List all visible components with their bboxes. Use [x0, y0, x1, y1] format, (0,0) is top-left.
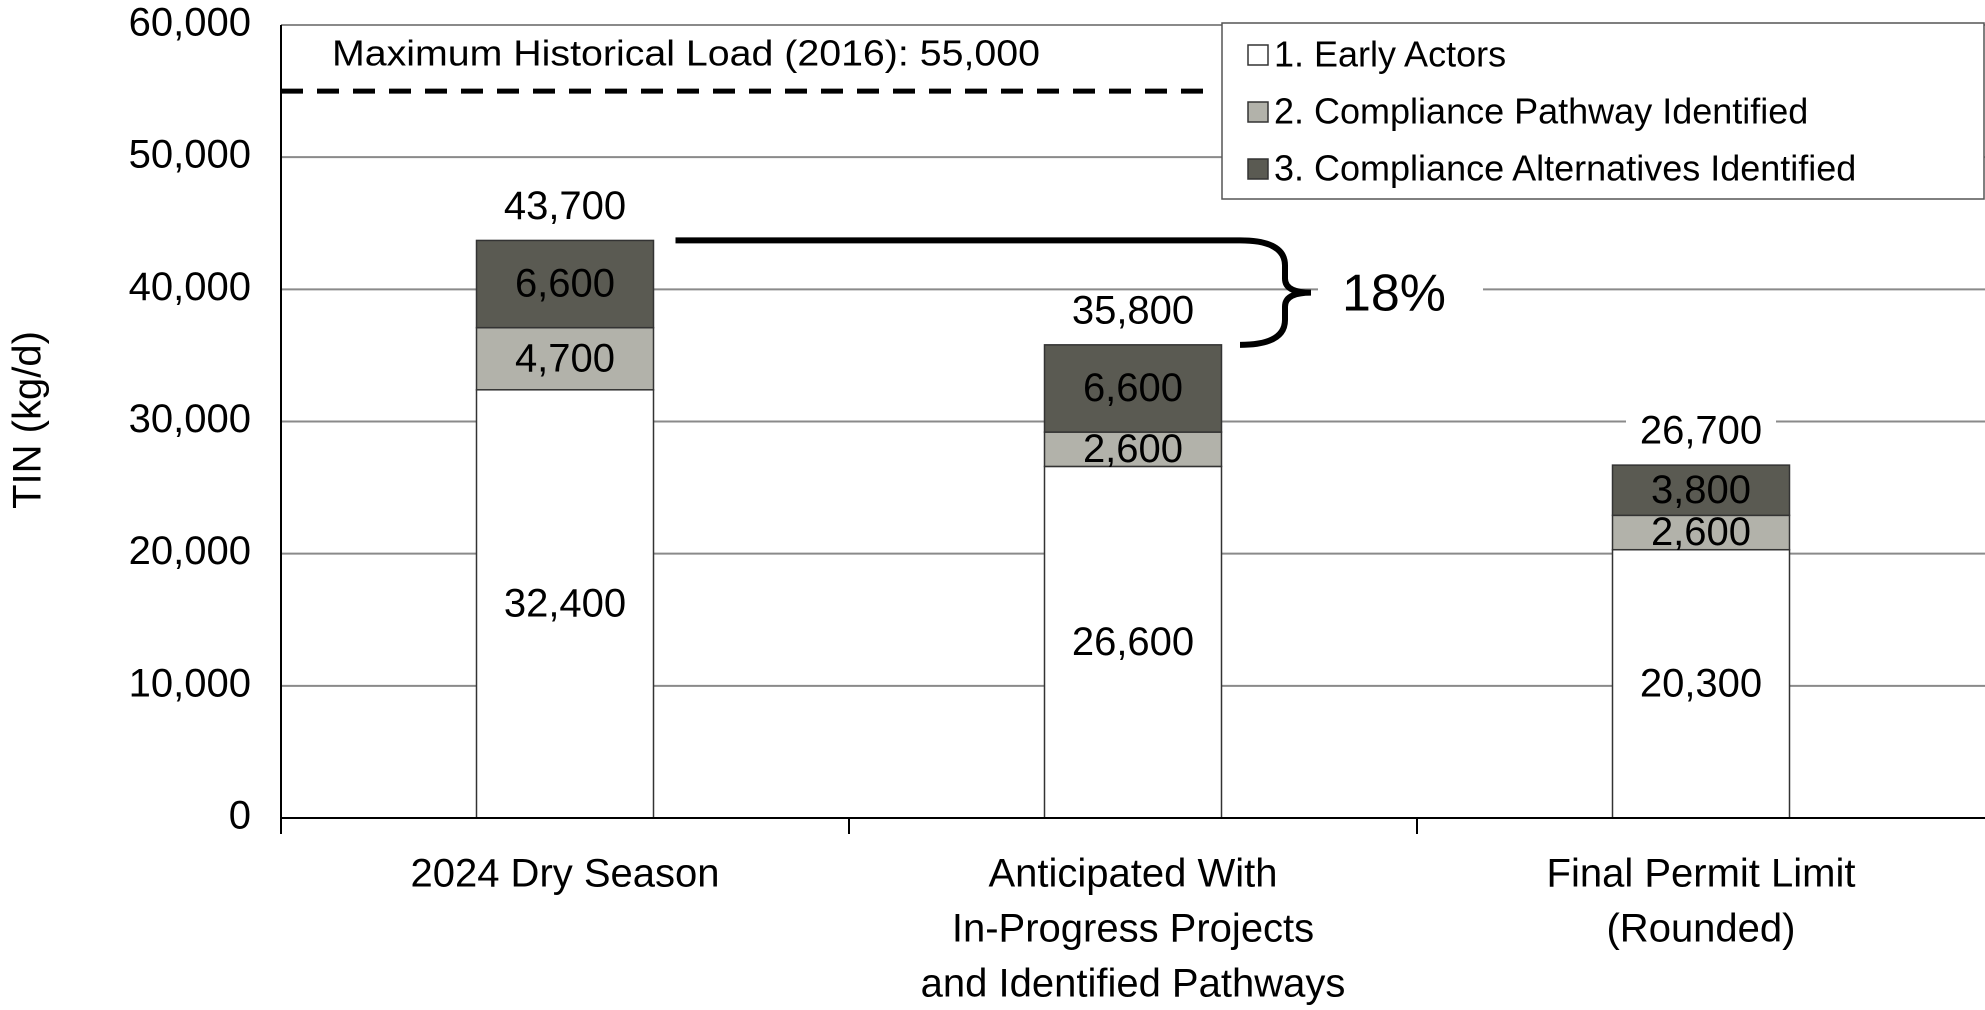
change-annotation: 18%: [1342, 264, 1446, 322]
reference-label: Maximum Historical Load (2016): 55,000: [332, 33, 1040, 74]
bar-segment: [1043, 465, 1223, 819]
bar-segment: [475, 389, 655, 819]
bar-segment: [1043, 431, 1223, 468]
total-label-bg: [1058, 290, 1208, 335]
x-tick-label: In-Progress Projects: [952, 907, 1314, 951]
annotation-bg: [1318, 257, 1483, 328]
bar-segment: [1611, 514, 1791, 551]
segment-label: 4,700: [515, 336, 615, 380]
y-tick-label: 20,000: [129, 529, 251, 573]
legend-swatch: [1247, 158, 1269, 180]
y-tick-label: 50,000: [129, 133, 251, 177]
y-tick-label: 40,000: [129, 265, 251, 309]
y-tick-label: 10,000: [129, 661, 251, 705]
y-axis-title: TIN (kg/d): [6, 331, 50, 509]
x-tick-label: (Rounded): [1606, 907, 1795, 951]
total-label: 26,700: [1640, 409, 1762, 453]
legend-swatch: [1247, 101, 1269, 123]
y-tick-label: 60,000: [129, 1, 251, 45]
legend-label: 2. Compliance Pathway Identified: [1274, 91, 1808, 132]
x-tick-label: 2024 Dry Season: [410, 852, 719, 896]
bar-segment: [475, 239, 655, 329]
bar-segment: [475, 326, 655, 391]
segment-label: 2,600: [1083, 427, 1183, 471]
segment-label: 20,300: [1640, 661, 1762, 705]
change-brace: [675, 237, 1312, 348]
total-label-bg: [490, 186, 640, 231]
bar-segment: [1611, 464, 1791, 517]
total-label: 35,800: [1072, 288, 1194, 332]
segment-label: 26,600: [1072, 620, 1194, 664]
total-label: 43,700: [504, 184, 626, 228]
x-tick-label: Final Permit Limit: [1547, 852, 1856, 896]
segment-label: 6,600: [515, 262, 615, 306]
y-tick-label: 0: [229, 794, 251, 838]
segment-label: 2,600: [1651, 510, 1751, 554]
x-tick-label: and Identified Pathways: [921, 962, 1346, 1006]
x-tick-label: Anticipated With: [988, 852, 1277, 896]
legend-label: 3. Compliance Alternatives Identified: [1274, 148, 1856, 189]
bar-segment: [1043, 344, 1223, 433]
total-label-bg: [1626, 411, 1776, 456]
segment-label: 3,800: [1651, 468, 1751, 512]
legend-box: [1221, 22, 1985, 200]
legend-swatch: [1247, 44, 1269, 66]
y-tick-label: 30,000: [129, 397, 251, 441]
segment-label: 32,400: [504, 581, 626, 625]
bar-segment: [1611, 548, 1791, 819]
legend-label: 1. Early Actors: [1274, 34, 1506, 75]
segment-label: 6,600: [1083, 366, 1183, 410]
